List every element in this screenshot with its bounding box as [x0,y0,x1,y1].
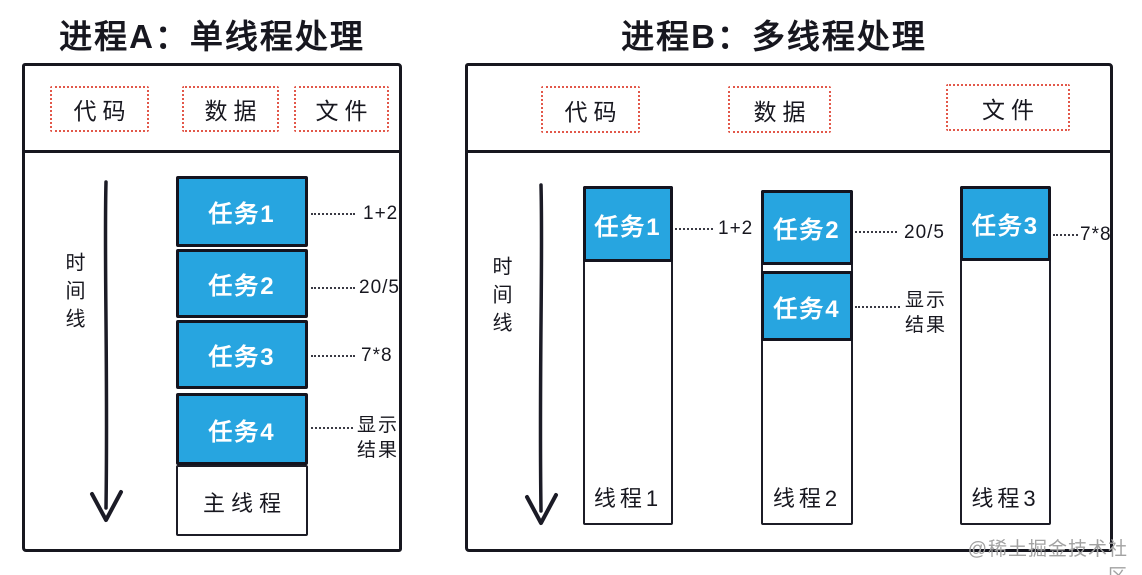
task-annotation: 1+2 [718,218,754,239]
task-annotation: 7*8 [1080,224,1112,245]
resource-box-data: 数据 [182,86,279,132]
main-thread-box: 主线程 [176,465,308,536]
timeline-arrow-icon [90,180,123,522]
resource-box-data: 数据 [728,86,831,133]
panel-a-title: 进程A：单线程处理 [59,18,365,55]
task-annotation: 显示结果 [357,415,400,461]
task-block: 任务1 [583,186,673,262]
panel-b-resources-header: 代码 数据 文件 [468,66,1110,153]
panel-process-a: 代码 数据 文件 时间线 任务1 任务2 任务3 任务4 主线程 1+2 20/… [22,63,402,552]
task-annotation: 20/5 [904,222,945,243]
task-block: 任务3 [960,186,1051,261]
panel-process-b: 代码 数据 文件 时间线 线程1 线程2 线程3 任务1 任务2 任务4 任务3… [465,63,1113,552]
task-block: 任务4 [176,393,308,465]
leader-dots [855,231,897,233]
timeline-arrow-icon [525,183,558,525]
timeline-label: 时间线 [62,252,84,336]
task-annotation: 7*8 [361,345,393,366]
leader-dots [311,427,353,429]
leader-dots [311,355,355,357]
panel-a-resources-header: 代码 数据 文件 [25,66,399,153]
task-block: 任务3 [176,320,308,389]
leader-dots [855,306,900,308]
resource-box-file: 文件 [946,84,1070,131]
task-annotation: 20/5 [359,277,400,298]
task-block: 任务2 [176,249,308,318]
leader-dots [311,287,355,289]
leader-dots [1053,234,1078,236]
resource-box-code: 代码 [541,86,640,133]
leader-dots [311,213,355,215]
thread-label: 线程2 [772,486,842,511]
resource-box-file: 文件 [294,86,389,132]
panel-b-title: 进程B：多线程处理 [621,18,927,55]
task-annotation: 显示结果 [905,290,948,336]
task-block: 任务1 [176,176,308,247]
thread-label: 线程3 [971,486,1040,511]
task-block: 任务4 [761,271,853,341]
thread-label: 线程1 [593,486,663,511]
leader-dots [675,228,713,230]
timeline-label: 时间线 [489,256,511,340]
task-annotation: 1+2 [363,203,399,224]
resource-box-code: 代码 [50,86,149,132]
task-block: 任务2 [761,190,853,265]
watermark: @稀土掘金技术社区 [967,539,1128,575]
